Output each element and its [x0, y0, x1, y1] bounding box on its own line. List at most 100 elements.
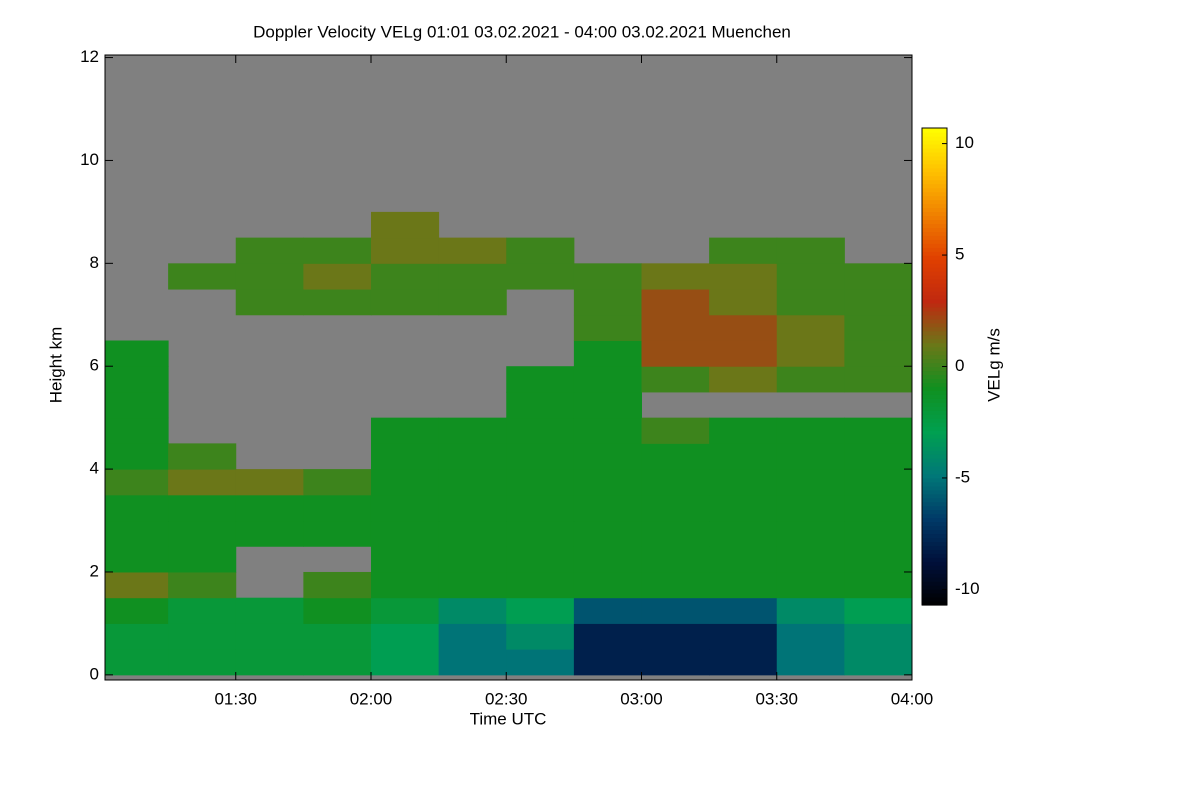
heatmap-cell: [370, 649, 440, 676]
colorbar-segment: [922, 406, 947, 411]
colorbar-segment: [922, 394, 947, 399]
heatmap-cell: [168, 571, 237, 599]
colorbar-segment: [922, 545, 947, 550]
heatmap-cell: [506, 649, 575, 676]
heatmap-cell: [105, 623, 169, 650]
colorbar-segment: [922, 426, 947, 431]
colorbar-segment: [922, 275, 947, 280]
heatmap-cell: [573, 314, 642, 341]
colorbar-tick-label: 0: [955, 356, 964, 375]
heatmap-cell: [776, 494, 845, 522]
colorbar-segment: [922, 338, 947, 344]
heatmap-cell: [168, 649, 237, 676]
colorbar-segment: [922, 557, 947, 562]
heatmap-cell: [641, 443, 710, 470]
colorbar-segment: [922, 310, 947, 316]
colorbar-segment: [922, 199, 947, 205]
heatmap-cell: [235, 520, 304, 547]
heatmap-cell: [709, 366, 778, 393]
heatmap-cell: [776, 623, 845, 650]
y-tick-label: 2: [90, 561, 99, 580]
colorbar-segment: [922, 271, 947, 276]
heatmap-cell: [844, 340, 912, 367]
heatmap-cell: [370, 597, 440, 624]
colorbar-segment: [922, 167, 947, 173]
heatmap-cell: [235, 263, 304, 290]
heatmap-cell: [438, 597, 507, 624]
heatmap-cell: [168, 494, 237, 522]
y-tick-label: 6: [90, 356, 99, 375]
colorbar-segment: [922, 326, 947, 332]
colorbar-segment: [922, 593, 947, 598]
colorbar-segment: [922, 497, 947, 503]
plot-frame: [104, 54, 913, 681]
heatmap-cell: [709, 289, 778, 316]
heatmap-cell: [235, 469, 304, 496]
heatmap-cell: [573, 443, 642, 470]
heatmap-cell: [506, 571, 575, 599]
colorbar-segment: [922, 473, 947, 479]
colorbar-segment: [922, 151, 947, 157]
heatmap-cell: [844, 469, 912, 496]
heatmap-cell: [776, 520, 845, 547]
heatmap-cell: [438, 649, 507, 676]
colorbar-segment: [922, 267, 947, 272]
colorbar-segment: [922, 533, 947, 539]
heatmap-cell: [573, 391, 642, 419]
heatmap-cell: [573, 417, 642, 444]
colorbar-segment: [922, 306, 947, 312]
heatmap-cell: [776, 571, 845, 599]
heatmap-cell: [506, 443, 575, 470]
colorbar-segment: [922, 422, 947, 427]
colorbar-segment: [922, 231, 947, 236]
heatmap-cell: [506, 366, 575, 393]
colorbar-segment: [922, 386, 947, 391]
heatmap-cell: [438, 417, 507, 444]
heatmap-cell: [641, 649, 710, 676]
colorbar-tick-label: 5: [955, 245, 964, 264]
heatmap-cell: [506, 597, 575, 624]
x-tick-label: 03:00: [620, 689, 663, 708]
heatmap-cell: [709, 649, 778, 676]
heatmap-cell: [844, 520, 912, 547]
colorbar-segment: [922, 187, 947, 193]
heatmap-cell: [573, 649, 642, 676]
y-tick-label: 8: [90, 253, 99, 272]
heatmap-cell: [438, 623, 507, 650]
heatmap-cell: [573, 289, 642, 316]
colorbar-segment: [922, 370, 947, 376]
heatmap-cell: [303, 263, 372, 290]
y-tick-label: 4: [90, 459, 99, 478]
heatmap-cell: [303, 494, 372, 522]
colorbar-segment: [922, 382, 947, 387]
heatmap-cell: [370, 520, 440, 547]
colorbar-segment: [922, 569, 947, 574]
heatmap-cell: [709, 314, 778, 341]
heatmap-cell: [709, 443, 778, 470]
heatmap-cell: [168, 520, 237, 547]
x-tick-label: 03:30: [755, 689, 798, 708]
heatmap-cell: [370, 494, 440, 522]
heatmap-cell: [641, 366, 710, 393]
heatmap-cell: [105, 649, 169, 676]
heatmap-cell: [168, 546, 237, 573]
colorbar-segment: [922, 414, 947, 419]
heatmap-cell: [438, 237, 507, 264]
heatmap-cell: [573, 546, 642, 573]
colorbar-tick-label: 10: [955, 133, 974, 152]
heatmap-cell: [438, 494, 507, 522]
colorbar-segment: [922, 354, 947, 360]
heatmap-cell: [105, 391, 169, 419]
heatmap-cell: [573, 623, 642, 650]
heatmap-cell: [573, 263, 642, 290]
heatmap-cell: [844, 623, 912, 650]
colorbar-segment: [922, 195, 947, 201]
x-tick-label: 02:30: [485, 689, 528, 708]
heatmap-cell: [709, 597, 778, 624]
colorbar-segment: [922, 287, 947, 292]
heatmap-cell: [303, 289, 372, 316]
x-tick-label: 04:00: [891, 689, 934, 708]
colorbar-segment: [922, 374, 947, 380]
colorbar-segment: [922, 191, 947, 197]
heatmap-cell: [370, 469, 440, 496]
